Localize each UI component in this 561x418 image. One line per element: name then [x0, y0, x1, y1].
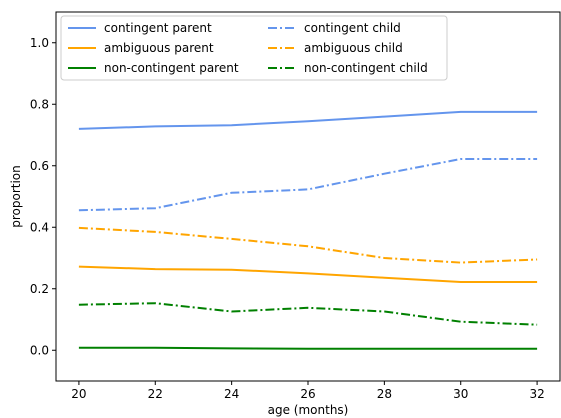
legend-item: non-contingent child: [268, 61, 428, 75]
x-axis-label: age (months): [268, 403, 349, 417]
series-line-contingent-child: [78, 158, 538, 212]
x-tick-label: 30: [453, 387, 468, 401]
y-tick-label: 0.2: [30, 282, 49, 296]
plot-frame: [55, 11, 561, 382]
x-tick-label: 26: [300, 387, 315, 401]
y-tick-label: 0.4: [30, 220, 49, 234]
legend-label: ambiguous parent: [104, 41, 214, 55]
series-line-ambiguous-parent: [78, 265, 538, 283]
y-axis-label: proportion: [9, 165, 23, 228]
series-line-ambiguous-child: [78, 226, 538, 264]
y-tick-label: 0.0: [30, 343, 49, 357]
legend-item: ambiguous child: [268, 41, 403, 55]
legend: contingent parent ambiguous parent non-con…: [60, 15, 448, 81]
legend-label: contingent parent: [104, 21, 212, 35]
legend-item: non-contingent parent: [68, 61, 239, 75]
x-tick-label: 22: [148, 387, 163, 401]
y-tick-label: 1.0: [30, 36, 49, 50]
legend-label: non-contingent parent: [104, 61, 239, 75]
legend-label: ambiguous child: [304, 41, 403, 55]
plot-lines: [78, 110, 538, 350]
legend-item: ambiguous parent: [68, 41, 214, 55]
legend-item: contingent parent: [68, 21, 212, 35]
y-tick-label: 0.6: [30, 159, 49, 173]
series-line-non-contingent-child: [78, 302, 538, 326]
x-tick-label: 24: [224, 387, 239, 401]
series-line-contingent-parent: [78, 110, 538, 130]
legend-label: contingent child: [304, 21, 401, 35]
axis-ticks: 20 22 24 26 28 30 32 0.0 0.2 0.4 0.6 0.8 1.0: [30, 36, 545, 401]
y-tick-label: 0.8: [30, 97, 49, 111]
x-tick-label: 32: [529, 387, 544, 401]
legend-label: non-contingent child: [304, 61, 428, 75]
series-line-non-contingent-parent: [78, 346, 538, 350]
x-tick-label: 20: [71, 387, 86, 401]
legend-item: contingent child: [268, 21, 401, 35]
legend-box: [60, 15, 448, 81]
x-tick-label: 28: [377, 387, 392, 401]
